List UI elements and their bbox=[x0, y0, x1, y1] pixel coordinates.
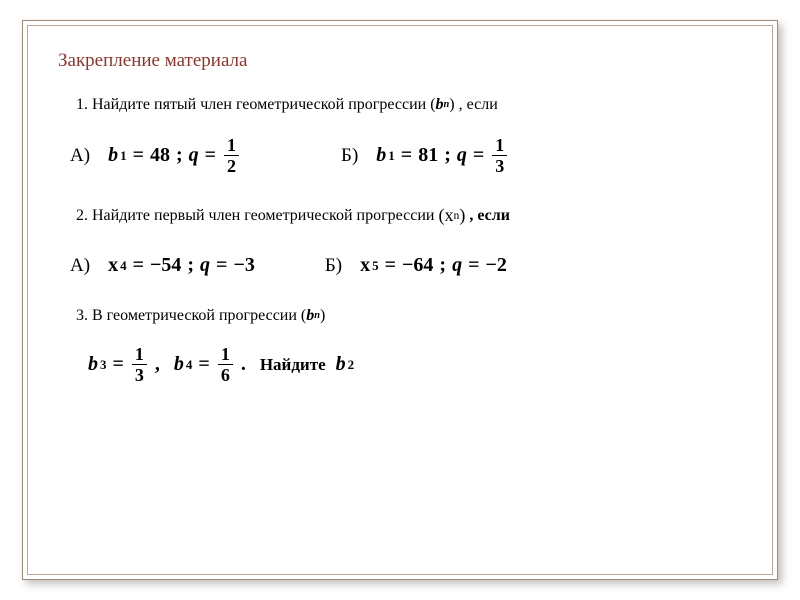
p2-opt-a-eq: x4 = −54; q = −3 bbox=[108, 254, 255, 277]
problem-2: 2. Найдите первый член геометрической пр… bbox=[58, 205, 746, 277]
p3-b3-var: b bbox=[88, 353, 98, 376]
p1-seq-var: b bbox=[436, 96, 444, 114]
p3-b3-den: 3 bbox=[132, 364, 147, 384]
p3-b4-frac: 1 6 bbox=[218, 345, 233, 384]
p1a-q-num: 1 bbox=[224, 136, 239, 155]
p1a-q-frac: 1 2 bbox=[224, 136, 239, 175]
p3-b3-num: 1 bbox=[132, 345, 147, 364]
p1-sequence: (bn) bbox=[430, 96, 454, 114]
p1-text-b: , если bbox=[459, 96, 498, 114]
p3-text-a: 3. В геометрической прогрессии bbox=[76, 307, 297, 325]
p2-text-b: , если bbox=[469, 207, 510, 225]
problem-1-text: 1. Найдите пятый член геометрической про… bbox=[76, 96, 746, 114]
p2-option-b: Б) x5 = −64; q = −2 bbox=[325, 254, 507, 277]
p3-sequence: (bn) bbox=[301, 307, 325, 325]
eq-sign: = bbox=[473, 144, 484, 167]
p2a-q-val: −3 bbox=[233, 254, 254, 277]
slide-inner-frame: Закрепление материала 1. Найдите пятый ч… bbox=[27, 25, 773, 575]
p1a-q-var: q bbox=[189, 144, 199, 167]
p2a-x-val: −54 bbox=[150, 254, 181, 277]
p1-opt-b-label: Б) bbox=[341, 145, 358, 167]
problem-2-text: 2. Найдите первый член геометрической пр… bbox=[76, 205, 746, 226]
p2-opt-b-label: Б) bbox=[325, 255, 342, 277]
p1a-b1-val: 48 bbox=[150, 144, 170, 167]
p2b-q-val: −2 bbox=[486, 254, 507, 277]
p3-b4: b4 = 1 6 . bbox=[174, 345, 250, 384]
p1-opt-a-label: А) bbox=[70, 145, 90, 167]
p3-find: b2 bbox=[336, 353, 355, 376]
p3-given: b3 = 1 3 , b4 = 1 6 . Н bbox=[88, 345, 746, 384]
p2a-x-var: x bbox=[108, 254, 118, 277]
p3-find-var: b bbox=[336, 353, 346, 376]
p3-seq-var: b bbox=[306, 307, 314, 325]
p1b-q-den: 3 bbox=[492, 155, 507, 175]
p2b-q-var: q bbox=[452, 254, 462, 277]
p2-option-a: А) x4 = −54; q = −3 bbox=[70, 254, 255, 277]
p2-sequence: (xn) bbox=[439, 205, 466, 226]
p3-find-text: Найдите bbox=[260, 355, 326, 375]
period: . bbox=[241, 353, 246, 376]
semicolon: ; bbox=[176, 144, 183, 167]
p2-opt-b-eq: x5 = −64; q = −2 bbox=[360, 254, 507, 277]
problem-3-text: 3. В геометрической прогрессии (bn) bbox=[76, 307, 746, 325]
eq-sign: = bbox=[401, 144, 412, 167]
p2-options: А) x4 = −54; q = −3 Б) x5 = −64 bbox=[70, 254, 746, 277]
p3-b4-var: b bbox=[174, 353, 184, 376]
p1b-b1-val: 81 bbox=[418, 144, 438, 167]
eq-sign: = bbox=[468, 254, 479, 277]
p2-opt-a-label: А) bbox=[70, 255, 90, 277]
eq-sign: = bbox=[205, 144, 216, 167]
p1a-q-den: 2 bbox=[224, 155, 239, 175]
semicolon: ; bbox=[439, 254, 446, 277]
p3-b4-num: 1 bbox=[218, 345, 233, 364]
eq-sign: = bbox=[133, 144, 144, 167]
p1-option-b: Б) b 1 = 81; q = 1 3 bbox=[341, 136, 509, 175]
semicolon: ; bbox=[444, 144, 451, 167]
problem-3: 3. В геометрической прогрессии (bn) b 3 =… bbox=[58, 307, 746, 384]
p1b-q-num: 1 bbox=[492, 136, 507, 155]
p1-text-a: 1. Найдите пятый член геометрической про… bbox=[76, 96, 426, 114]
p1-opt-b-eq: b 1 = 81; q = 1 3 bbox=[376, 136, 509, 175]
p1b-q-frac: 1 3 bbox=[492, 136, 507, 175]
comma: , bbox=[155, 353, 160, 376]
p2b-x-val: −64 bbox=[402, 254, 433, 277]
semicolon: ; bbox=[187, 254, 194, 277]
problem-1: 1. Найдите пятый член геометрической про… bbox=[58, 96, 746, 175]
p1-option-a: А) b 1 = 48; q = 1 2 bbox=[70, 136, 241, 175]
eq-sign: = bbox=[133, 254, 144, 277]
slide-outer-frame: Закрепление материала 1. Найдите пятый ч… bbox=[22, 20, 778, 580]
p1-options: А) b 1 = 48; q = 1 2 Б) bbox=[70, 136, 746, 175]
p2-seq-var: x bbox=[445, 205, 454, 226]
eq-sign: = bbox=[385, 254, 396, 277]
p1a-b1-var: b bbox=[108, 144, 118, 167]
p2-text-a: 2. Найдите первый член геометрической пр… bbox=[76, 207, 435, 225]
p1-opt-a-eq: b 1 = 48; q = 1 2 bbox=[108, 136, 241, 175]
p3-b4-den: 6 bbox=[218, 364, 233, 384]
eq-sign: = bbox=[113, 353, 124, 376]
p2a-q-var: q bbox=[200, 254, 210, 277]
p1b-q-var: q bbox=[457, 144, 467, 167]
slide-title: Закрепление материала bbox=[58, 50, 746, 72]
eq-sign: = bbox=[198, 353, 209, 376]
p1b-b1-var: b bbox=[376, 144, 386, 167]
eq-sign: = bbox=[216, 254, 227, 277]
p2b-x-var: x bbox=[360, 254, 370, 277]
p3-b3-frac: 1 3 bbox=[132, 345, 147, 384]
p3-b3: b 3 = 1 3 , bbox=[88, 345, 164, 384]
